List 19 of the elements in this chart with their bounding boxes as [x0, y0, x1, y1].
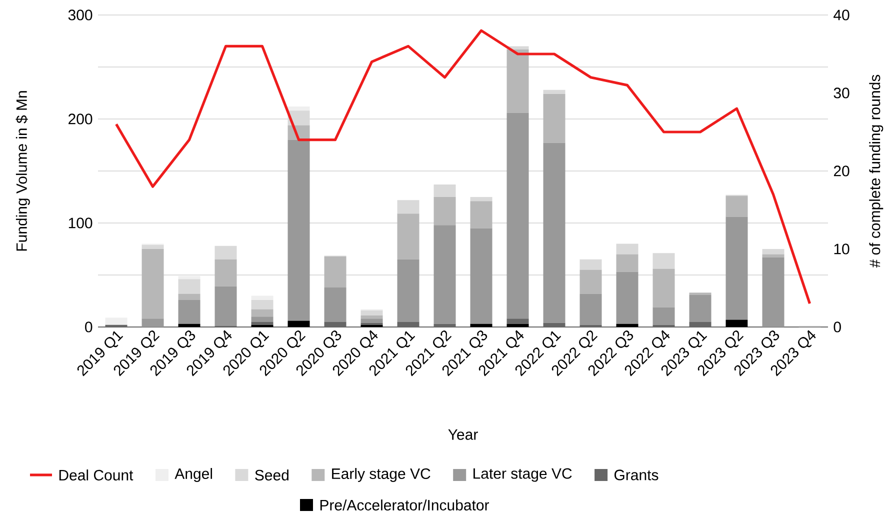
- y2-tick-label: 0: [834, 322, 841, 332]
- y2-tick-label: 40: [834, 10, 850, 20]
- y2-axis-title: # of complete funding rounds: [869, 74, 884, 268]
- y2-tick-label: 30: [834, 88, 850, 98]
- x-axis-title: Year: [448, 429, 478, 440]
- legend-label: Grants: [614, 470, 658, 480]
- y-tick-label: 300: [68, 10, 92, 20]
- y-tick-label: 200: [68, 114, 92, 124]
- legend-label: Deal Count: [59, 469, 134, 480]
- y-tick-label: 0: [85, 322, 92, 332]
- legend-label: Pre/Accelerator/Incubator: [320, 499, 490, 510]
- legend-label: Seed: [255, 469, 288, 480]
- legend-label: Angel: [174, 468, 212, 482]
- y2-tick-label: 10: [834, 244, 850, 254]
- legend-label: Later stage VC: [474, 468, 572, 482]
- y-axis-title: Funding Volume in $ Mn: [16, 91, 30, 251]
- y-tick-label: 100: [68, 218, 92, 228]
- legend-label: Early stage VC: [332, 468, 430, 482]
- y2-tick-label: 20: [834, 166, 850, 176]
